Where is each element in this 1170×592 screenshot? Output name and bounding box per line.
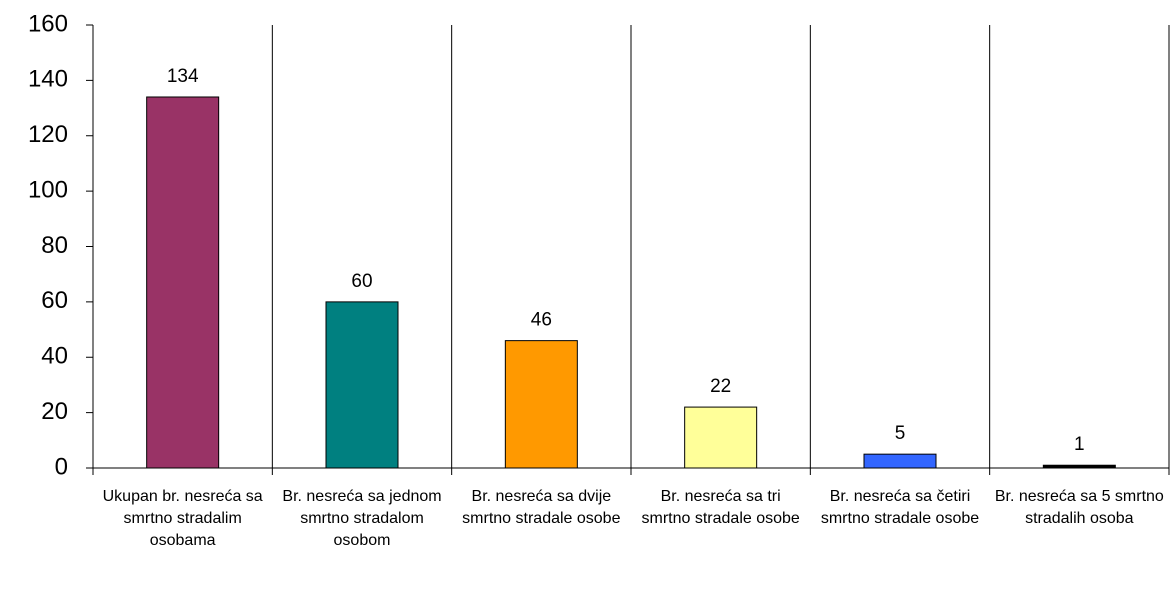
y-tick-label: 160 (28, 10, 68, 37)
y-tick-label: 40 (41, 343, 68, 370)
y-tick-label: 0 (55, 453, 68, 480)
bar (863, 453, 937, 469)
y-tick-label: 140 (28, 66, 68, 93)
data-label: 134 (167, 66, 199, 87)
bar (504, 340, 578, 469)
bar (325, 301, 399, 469)
y-tick-label: 20 (41, 398, 68, 425)
data-label: 22 (710, 376, 731, 397)
bar (146, 96, 220, 469)
x-tick-label: Br. nesreća sa 5 smrtno stradalih osoba (994, 488, 1164, 527)
y-tick-label: 80 (41, 232, 68, 259)
y-tick-label: 100 (28, 176, 68, 203)
data-label: 1 (1074, 434, 1085, 455)
y-tick-label: 60 (41, 287, 68, 314)
data-label: 60 (351, 271, 372, 292)
bar (684, 406, 758, 469)
bar (1042, 464, 1116, 469)
x-tick-label: Ukupan br. nesreća sa smrtno stradalim o… (102, 488, 263, 549)
x-tick-label: Br. nesreća sa tri smrtno stradale osobe (641, 488, 800, 527)
y-tick-label: 120 (28, 121, 68, 148)
x-tick-label: Br. nesreća sa dvije smrtno stradale oso… (462, 488, 621, 527)
data-label: 46 (531, 310, 552, 331)
data-label: 5 (895, 423, 906, 444)
x-tick-label: Br. nesreća sa četiri smrtno stradale os… (820, 488, 980, 527)
x-tick-label: Br. nesreća sa jednom smrtno stradalom o… (282, 488, 442, 549)
